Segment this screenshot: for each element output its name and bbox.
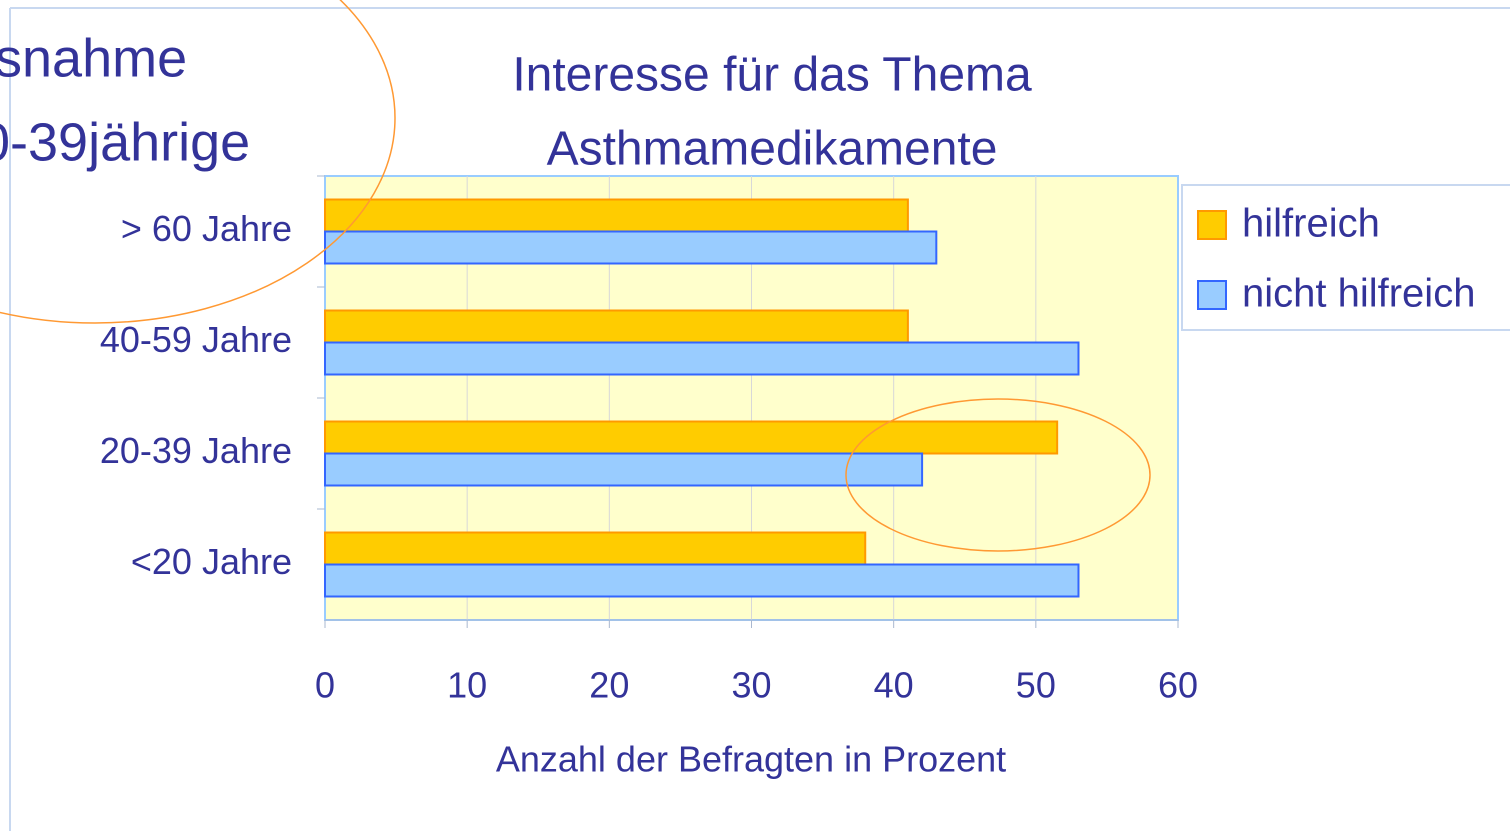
annotation: snahme (0, 28, 187, 88)
x-tick-label: 40 (874, 665, 914, 706)
chart-title: Interesse für das Thema (512, 49, 1032, 102)
x-tick-label: 30 (731, 665, 771, 706)
bar (324, 531, 867, 566)
chart-title: Asthmamedikamente (547, 123, 998, 176)
legend-swatch (1197, 210, 1227, 240)
annotation: 0-39jährige (0, 112, 250, 172)
x-tick-label: 0 (315, 665, 335, 706)
legend-label: hilfreich (1242, 202, 1380, 246)
legend-label: nicht hilfreich (1242, 272, 1475, 316)
legend-swatch (1197, 280, 1227, 310)
bar (324, 309, 909, 344)
y-tick-label: 40-59 Jahre (100, 319, 292, 360)
bar (324, 341, 1080, 376)
x-tick-label: 10 (447, 665, 487, 706)
y-tick-label: > 60 Jahre (121, 208, 292, 249)
y-tick-label: 20-39 Jahre (100, 430, 292, 471)
highlight-ellipse (0, 0, 396, 324)
legend (1181, 184, 1510, 331)
bar (324, 198, 909, 233)
x-tick-label: 20 (589, 665, 629, 706)
bar (324, 452, 924, 487)
bar (324, 230, 938, 265)
x-tick-label: 50 (1016, 665, 1056, 706)
x-tick-label: 60 (1158, 665, 1198, 706)
y-tick-label: <20 Jahre (131, 541, 292, 582)
bar (324, 563, 1080, 598)
x-axis-label: Anzahl der Befragten in Prozent (496, 739, 1006, 780)
bar (324, 420, 1059, 455)
highlight-ellipse (845, 398, 1151, 552)
